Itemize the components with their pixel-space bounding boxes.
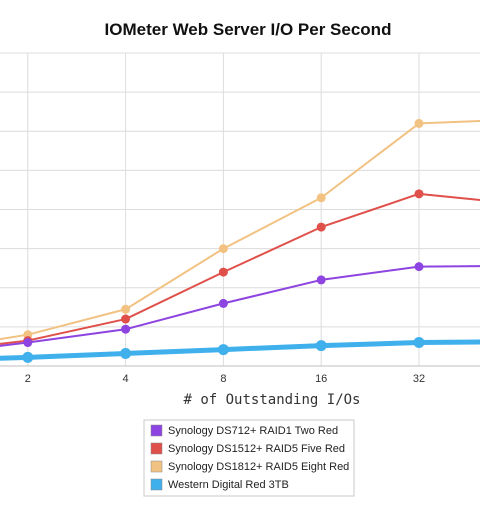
data-point <box>218 267 228 277</box>
x-tick-label: 2 <box>25 373 31 385</box>
legend-item: Synology DS712+ RAID1 Two Red <box>150 424 338 437</box>
series-1 <box>0 262 480 348</box>
legend-item: Western Digital Red 3TB <box>150 478 289 491</box>
data-point <box>121 304 131 314</box>
legend-item: Synology DS1812+ RAID5 Eight Red <box>150 460 349 473</box>
legend-label: Synology DS1512+ RAID5 Five Red <box>168 443 345 455</box>
series-line <box>0 192 480 345</box>
legend-label: Synology DS1812+ RAID5 Eight Red <box>168 461 349 473</box>
data-point <box>120 347 132 359</box>
series-line <box>0 119 480 341</box>
data-point <box>414 189 424 199</box>
legend-swatch <box>150 442 163 455</box>
series-lines <box>0 118 480 363</box>
data-point <box>315 340 327 352</box>
x-tick-label: 16 <box>315 373 327 385</box>
x-tick-label: 8 <box>220 373 226 385</box>
data-point <box>22 351 34 363</box>
data-point <box>414 118 424 128</box>
x-tick-labels: 2 4 8 16 32 <box>25 373 425 385</box>
series-2 <box>0 189 480 346</box>
x-axis-title: # of Outstanding I/Os <box>183 392 360 408</box>
data-point <box>316 193 326 203</box>
legend-label: Synology DS712+ RAID1 Two Red <box>168 425 338 437</box>
x-tick-label: 4 <box>123 373 129 385</box>
grid <box>0 52 480 367</box>
data-point <box>121 324 131 334</box>
data-point <box>218 244 228 254</box>
legend: Synology DS712+ RAID1 Two Red Synology DS… <box>143 419 355 497</box>
data-point <box>218 298 228 308</box>
legend-swatch <box>150 424 163 437</box>
data-point <box>23 338 33 348</box>
data-point <box>121 314 131 324</box>
legend-swatch <box>150 460 163 473</box>
chart-title: IOMeter Web Server I/O Per Second <box>105 20 392 39</box>
series-3 <box>0 118 480 341</box>
data-point <box>316 275 326 285</box>
legend-label: Western Digital Red 3TB <box>168 479 289 491</box>
data-point <box>316 222 326 232</box>
legend-box <box>143 419 355 497</box>
data-point <box>217 344 229 356</box>
x-tick-label: 32 <box>413 373 425 385</box>
series-line <box>0 339 480 361</box>
series-4 <box>0 337 480 363</box>
legend-swatch <box>150 478 163 491</box>
data-point <box>414 262 424 272</box>
data-point <box>413 337 425 349</box>
legend-item: Synology DS1512+ RAID5 Five Red <box>150 442 345 455</box>
